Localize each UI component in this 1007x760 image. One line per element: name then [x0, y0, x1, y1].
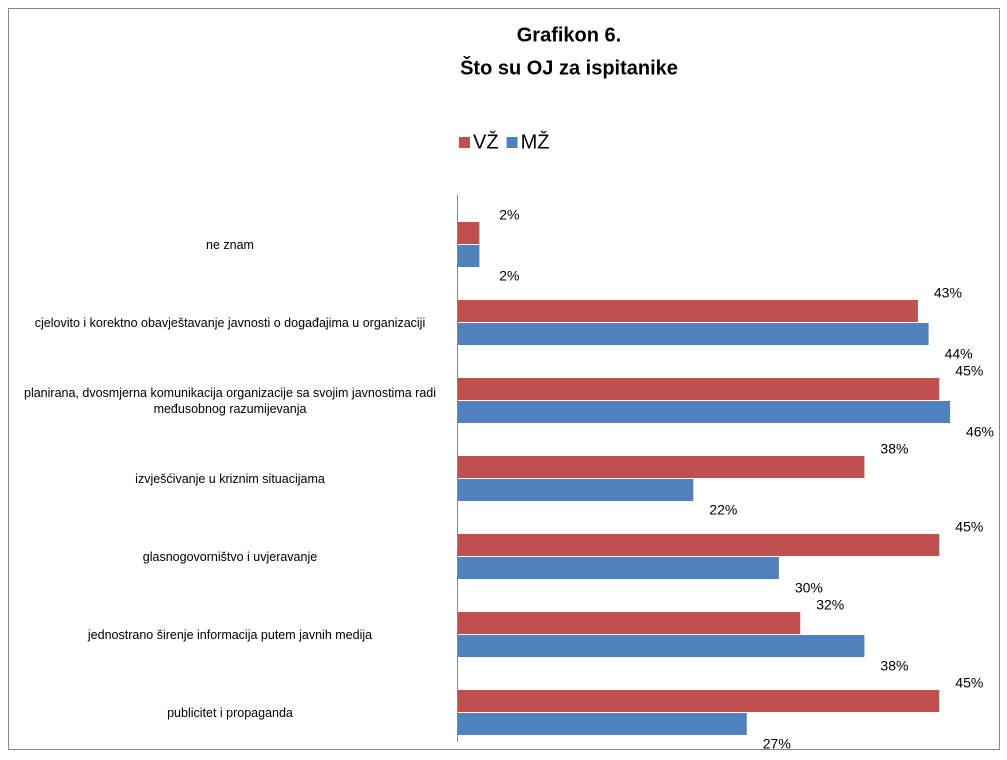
data-label: 22% [709, 502, 737, 518]
legend-label: MŽ [521, 130, 550, 153]
bar [458, 222, 480, 244]
data-label: 27% [763, 736, 791, 752]
data-label: 44% [945, 346, 973, 362]
bar [458, 300, 918, 322]
legend-label: VŽ [473, 130, 499, 153]
bar [458, 401, 950, 423]
category-label: izvješćivanje u kriznim situacijama [135, 472, 325, 486]
data-label: 43% [934, 285, 962, 301]
data-label: 2% [499, 268, 519, 284]
legend-swatch [459, 137, 470, 148]
data-label: 46% [966, 424, 994, 440]
category-label: cjelovito i korektno obavještavanje javn… [34, 316, 426, 330]
data-label: 45% [955, 363, 983, 379]
bar [458, 378, 940, 400]
legend-swatch [506, 137, 518, 148]
data-label: 30% [795, 580, 823, 596]
data-label: 45% [955, 675, 983, 691]
data-label: 45% [955, 519, 983, 535]
category-label: planirana, dvosmjerna komunikacija organ… [24, 386, 436, 416]
category-label: glasnogovorništvo i uvjeravanje [142, 550, 318, 564]
category-label: ne znam [206, 238, 254, 252]
category-label: jednostrano širenje informacija putem ja… [87, 628, 373, 642]
data-label: 38% [880, 658, 908, 674]
data-label: 2% [499, 207, 519, 223]
data-label: 38% [880, 441, 908, 457]
bar [458, 479, 694, 501]
category-label: publicitet i propaganda [167, 706, 293, 720]
bar [458, 713, 747, 735]
bar [458, 456, 865, 478]
bar [458, 690, 940, 712]
chart-subtitle: Što su OJ za ispitanike [460, 55, 678, 79]
bar [458, 534, 940, 556]
bar [458, 612, 801, 634]
data-label: 32% [816, 597, 844, 613]
bar [458, 323, 929, 345]
bar [458, 557, 779, 579]
bar [458, 245, 480, 267]
bar [458, 635, 865, 657]
chart-title: Grafikon 6. [517, 24, 621, 46]
